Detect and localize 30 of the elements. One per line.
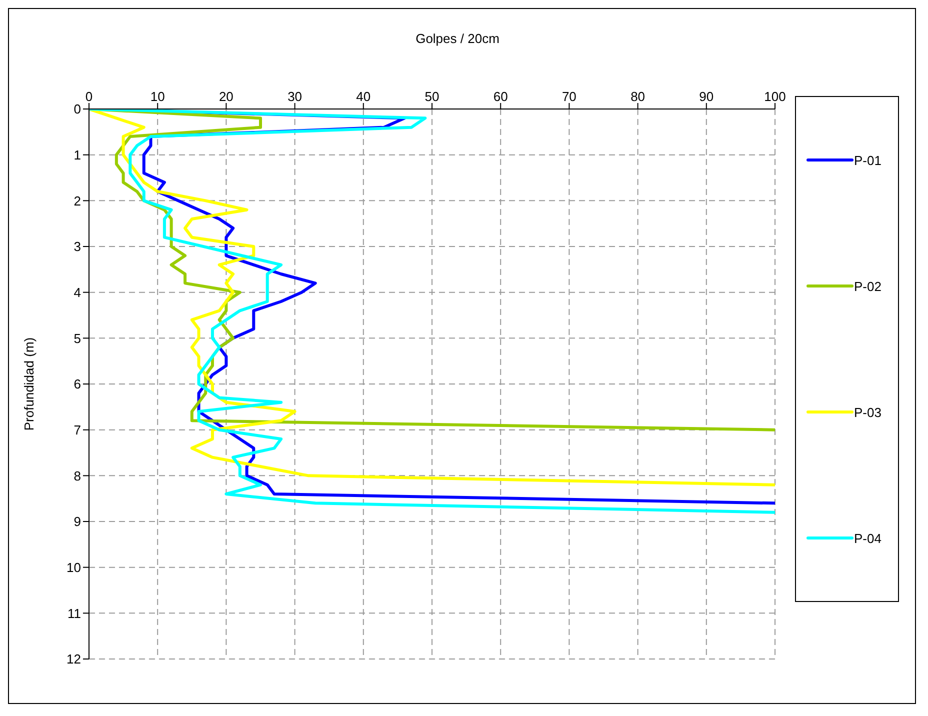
y-tick-label: 6 [74, 376, 81, 392]
y-tick-label: 9 [74, 514, 81, 530]
y-tick-label: 10 [66, 560, 81, 575]
x-tick-label: 50 [424, 89, 440, 104]
x-tick-label: 100 [764, 89, 786, 104]
y-tick-label: 4 [74, 284, 81, 300]
x-tick-label: 90 [699, 89, 714, 104]
y-tick-label: 7 [74, 422, 81, 438]
x-tick-label: 70 [562, 89, 576, 104]
x-axis-title: Golpes / 20cm [414, 31, 500, 46]
y-tick-label: 1 [74, 147, 81, 162]
y-tick-label: 8 [74, 468, 81, 484]
y-axis-title: Profundidad (m) [22, 337, 37, 431]
legend-label: P-01 [854, 152, 882, 168]
y-tick-label: 3 [74, 239, 81, 254]
y-tick-label: 11 [68, 606, 81, 621]
legend-label: P-04 [854, 530, 882, 546]
x-tick-label: 10 [150, 89, 165, 104]
y-tick-label: 12 [66, 652, 81, 667]
legend-label: P-03 [854, 404, 882, 420]
legend-label: P-02 [854, 278, 882, 294]
y-tick-label: 2 [74, 193, 81, 208]
y-tick-label: 5 [74, 330, 81, 346]
x-tick-label: 60 [493, 89, 508, 104]
x-tick-label: 30 [288, 89, 302, 104]
x-tick-label: 0 [85, 89, 93, 104]
y-tick-label: 0 [74, 102, 81, 117]
x-tick-label: 20 [218, 89, 234, 104]
x-tick-label: 40 [356, 89, 371, 104]
x-tick-label: 80 [630, 89, 646, 104]
